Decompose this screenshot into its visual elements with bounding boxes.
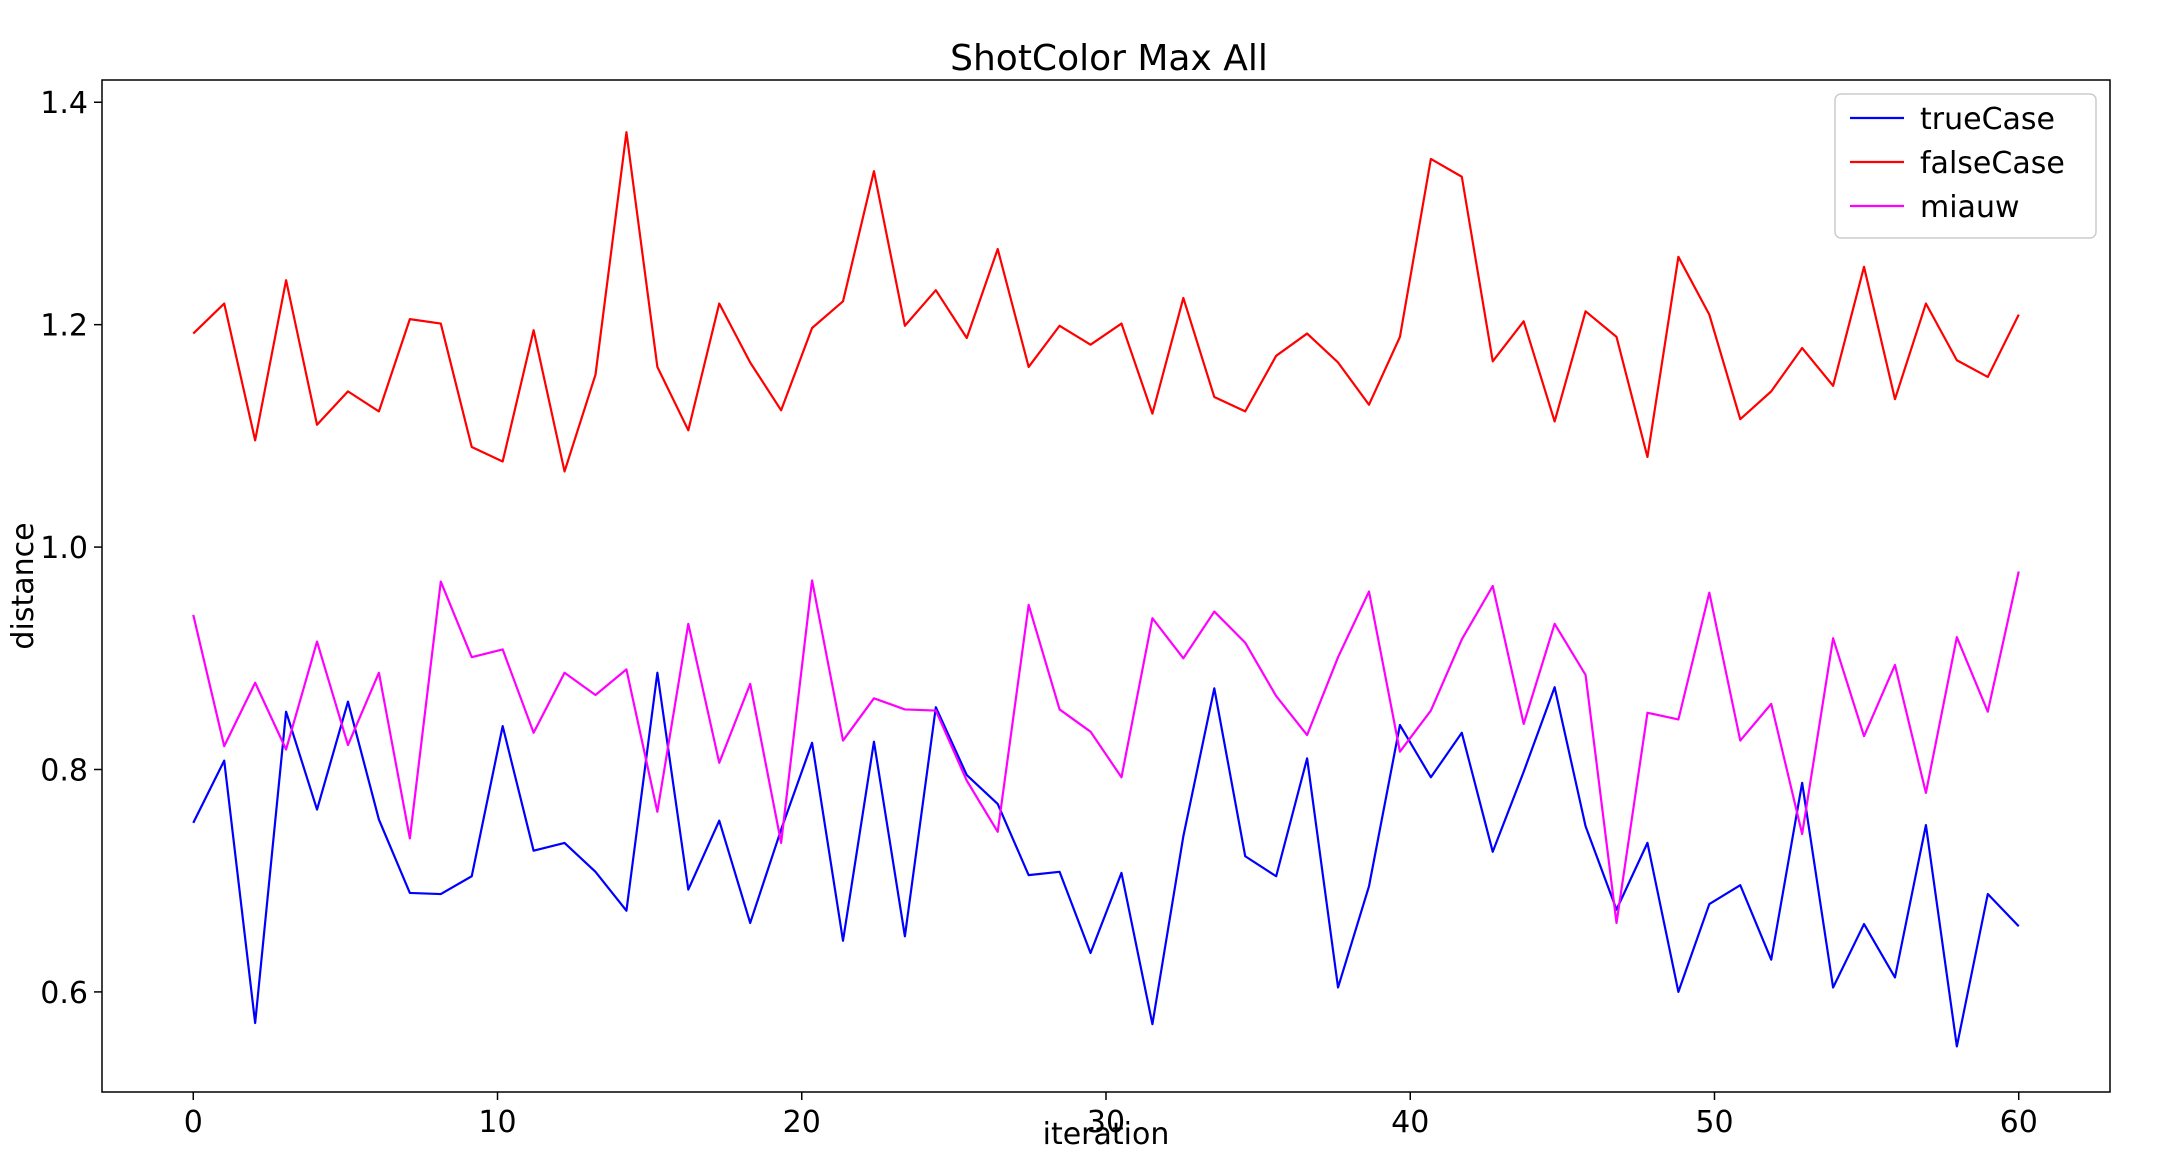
x-axis: 0 10 20 30 40 50 60 (184, 1092, 2038, 1140)
legend-label-miauw: miauw (1920, 190, 2020, 225)
legend-label-trueCase: trueCase (1920, 102, 2055, 137)
x-tick-label: 20 (783, 1105, 821, 1140)
y-tick-label: 0.6 (40, 976, 88, 1011)
y-axis: 0.6 0.8 1.0 1.2 1.4 (40, 86, 102, 1011)
x-axis-label: iteration (1043, 1117, 1170, 1152)
y-axis-label: distance (6, 522, 41, 649)
x-tick-label: 30 (1087, 1105, 1125, 1140)
x-tick-label: 0 (184, 1105, 203, 1140)
legend-box (1834, 93, 2097, 239)
plot-area (101, 79, 2111, 1093)
x-tick-label: 50 (1695, 1105, 1733, 1140)
series-layer (192, 131, 2020, 1048)
y-tick-label: 1.0 (40, 531, 88, 566)
y-tick-label: 1.4 (40, 86, 88, 121)
series-line-miauw (192, 571, 2020, 925)
series-line-falseCase (192, 131, 2020, 473)
y-tick-label: 1.2 (40, 309, 88, 344)
legend-label-falseCase: falseCase (1920, 146, 2065, 181)
y-tick-label: 0.8 (40, 753, 88, 788)
chart-title: ShotColor Max All (950, 38, 1268, 79)
x-tick-label: 10 (478, 1105, 516, 1140)
x-tick-label: 40 (1391, 1105, 1429, 1140)
x-tick-label: 60 (2000, 1105, 2038, 1140)
legend: trueCase falseCase miauw (1834, 93, 2097, 239)
series-line-trueCase (192, 671, 2020, 1048)
